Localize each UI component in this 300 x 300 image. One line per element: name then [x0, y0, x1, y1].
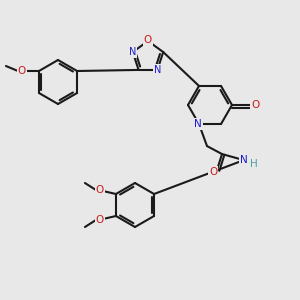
- Text: N: N: [129, 47, 136, 57]
- Text: O: O: [209, 167, 217, 177]
- Text: H: H: [250, 159, 258, 169]
- Text: N: N: [240, 155, 248, 165]
- Text: O: O: [251, 100, 259, 110]
- Text: O: O: [18, 66, 26, 76]
- Text: O: O: [144, 35, 152, 45]
- Text: O: O: [96, 215, 104, 225]
- Text: O: O: [96, 185, 104, 195]
- Text: N: N: [194, 119, 202, 129]
- Text: N: N: [154, 65, 161, 75]
